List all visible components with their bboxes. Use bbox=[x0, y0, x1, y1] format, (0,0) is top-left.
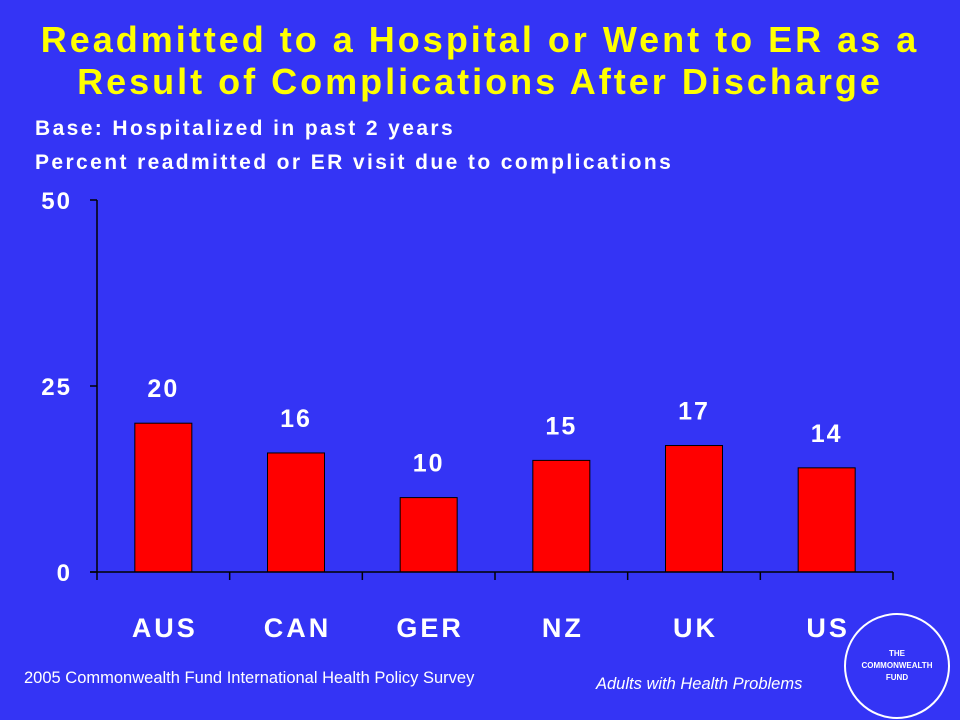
bar bbox=[665, 445, 723, 573]
bar bbox=[797, 467, 856, 573]
logo-text: FUND bbox=[885, 673, 909, 682]
x-tick-label: UK bbox=[673, 613, 718, 643]
x-tick-label: AUS bbox=[132, 613, 198, 643]
x-tick-label: US bbox=[806, 613, 850, 643]
logo-text: COMMONWEALTH bbox=[861, 661, 933, 670]
y-tick-label: 50 bbox=[41, 188, 72, 215]
bar bbox=[399, 497, 458, 573]
y-axis-description: Percent readmitted or ER visit due to co… bbox=[35, 151, 674, 174]
chart-subtitle: Base: Hospitalized in past 2 years bbox=[35, 117, 456, 140]
x-tick-label: NZ bbox=[542, 613, 584, 643]
data-label: 15 bbox=[545, 412, 577, 440]
bar bbox=[532, 459, 591, 573]
commonwealth-fund-logo: THE COMMONWEALTH FUND bbox=[844, 613, 950, 719]
data-label: 17 bbox=[678, 398, 710, 426]
data-label: 14 bbox=[811, 420, 843, 448]
logo-text: THE bbox=[889, 649, 905, 658]
data-label: 20 bbox=[147, 375, 179, 403]
chart-title: Readmitted to a Hospital or Went to ER a… bbox=[0, 19, 960, 103]
y-tick-label: 25 bbox=[41, 374, 72, 401]
y-tick-label: 0 bbox=[57, 560, 72, 587]
source-note: 2005 Commonwealth Fund International Hea… bbox=[24, 669, 475, 687]
data-label: 16 bbox=[280, 405, 312, 433]
bar bbox=[267, 452, 325, 573]
x-tick-label: CAN bbox=[264, 613, 332, 643]
data-label: 10 bbox=[413, 450, 445, 478]
x-tick-label: GER bbox=[396, 613, 464, 643]
chart-title-line: Result of Complications After Discharge bbox=[77, 61, 883, 102]
chart-title-line: Readmitted to a Hospital or Went to ER a… bbox=[40, 19, 920, 60]
bar bbox=[134, 422, 193, 573]
population-note: Adults with Health Problems bbox=[596, 675, 803, 693]
